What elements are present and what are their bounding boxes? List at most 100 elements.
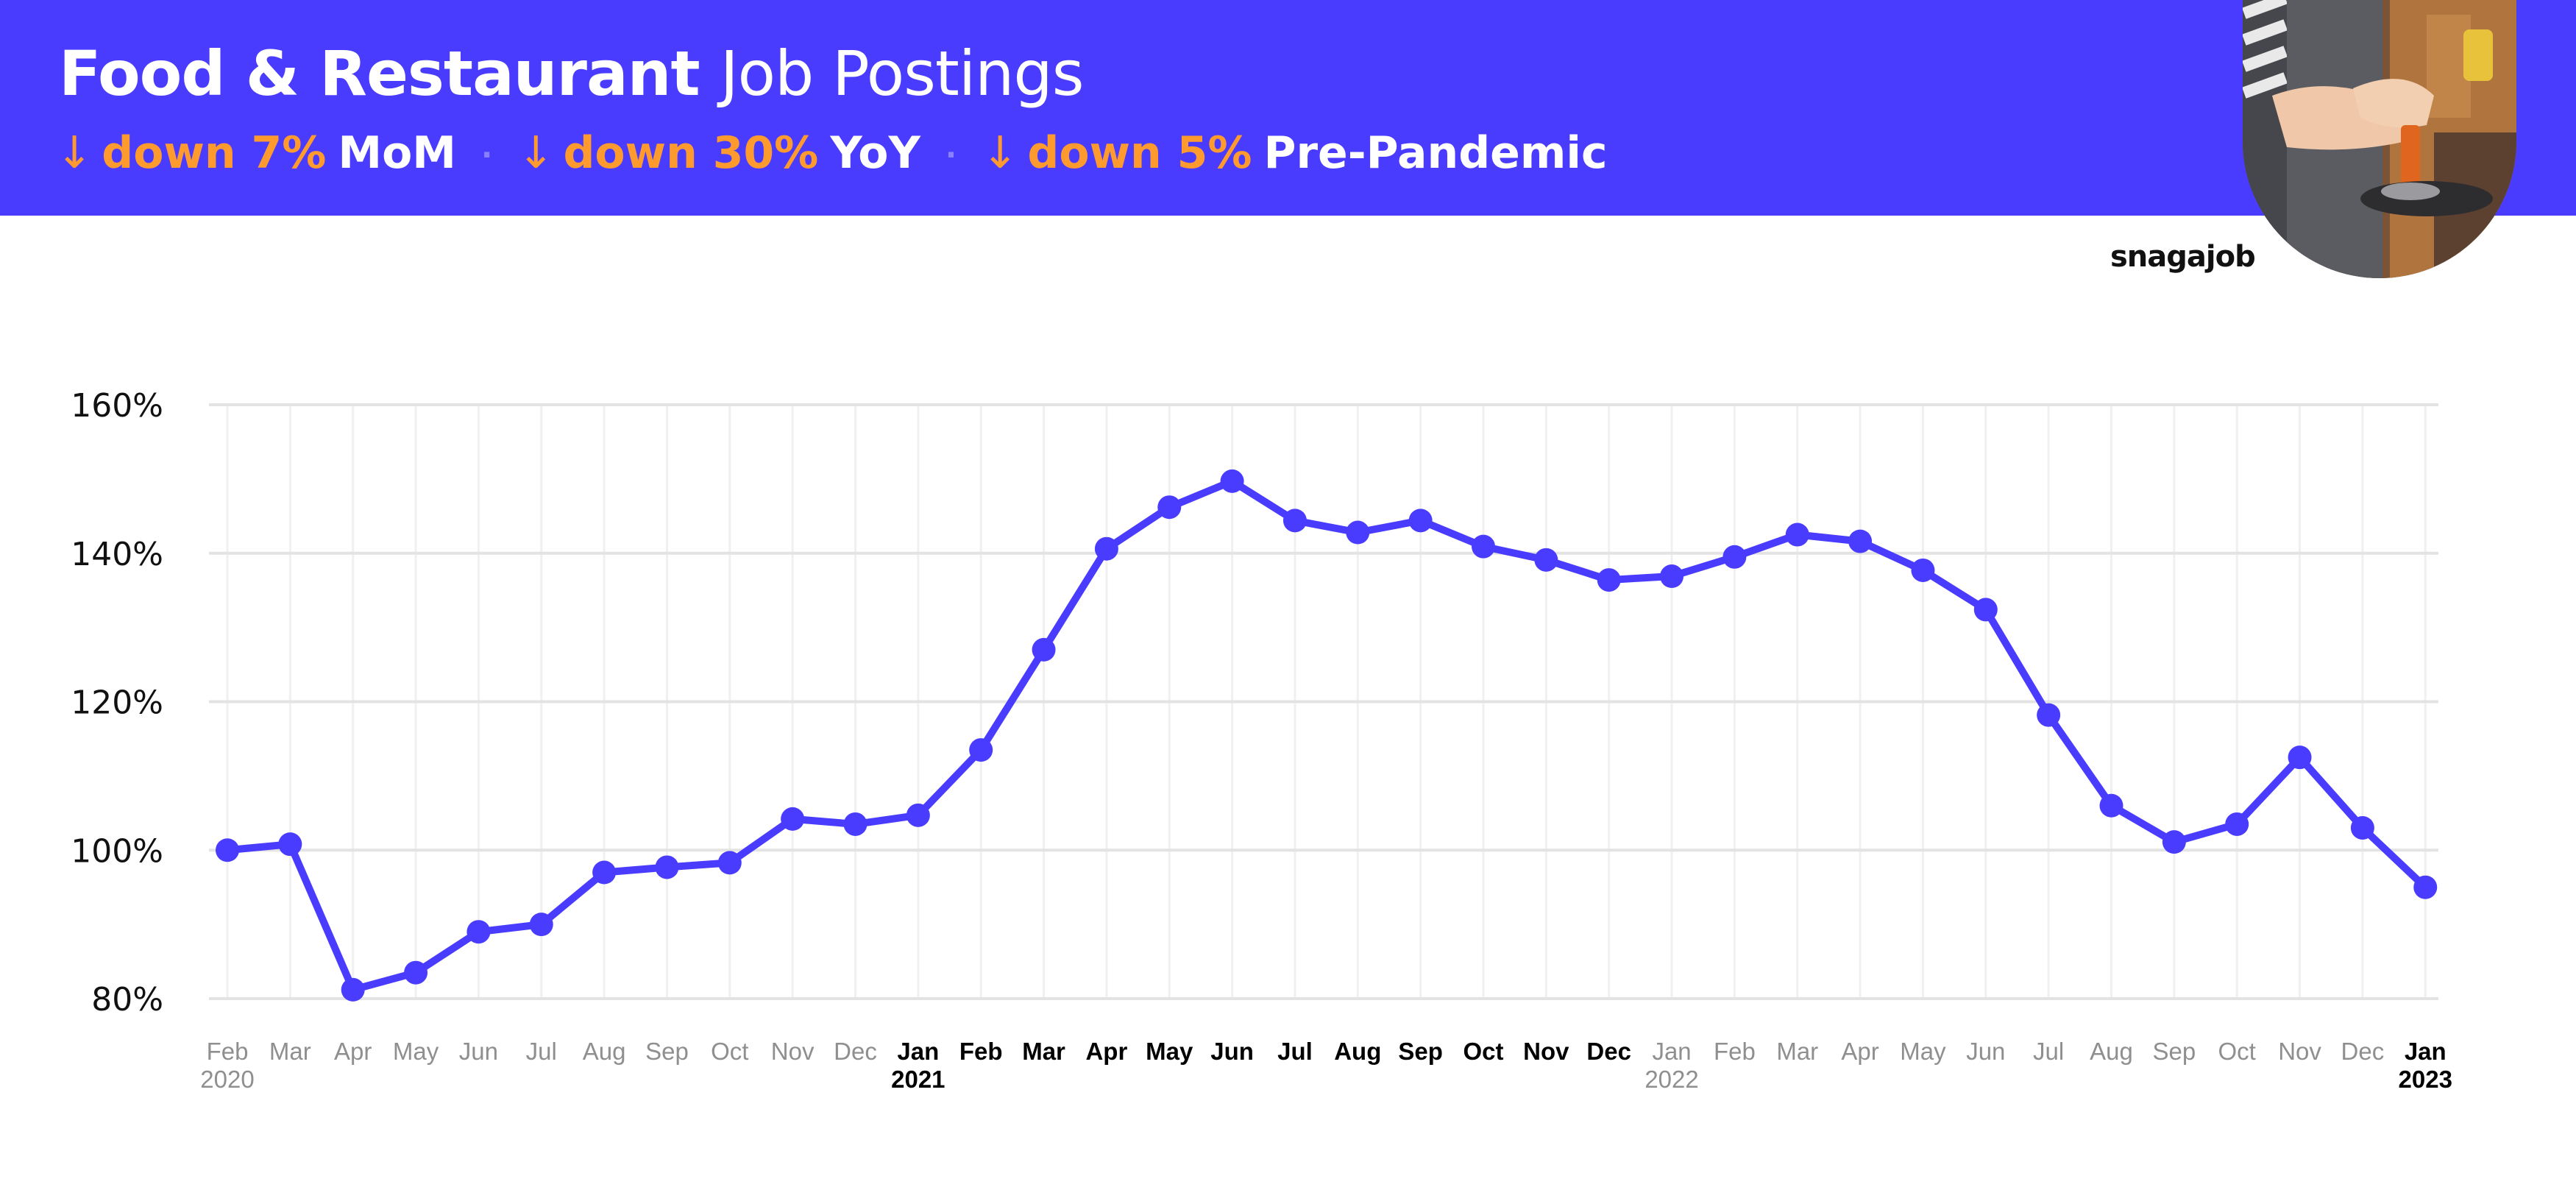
x-tick-label: Apr xyxy=(1841,1038,1878,1065)
data-point xyxy=(2288,745,2312,770)
x-tick-label: Jan xyxy=(1652,1038,1691,1065)
x-tick-label: Apr xyxy=(1085,1038,1127,1065)
x-tick-label: Sep xyxy=(645,1038,689,1065)
data-point xyxy=(1472,534,1495,559)
x-tick-label: Aug xyxy=(583,1038,626,1065)
x-tick-label: Aug xyxy=(2090,1038,2133,1065)
x-tick-label: Feb xyxy=(207,1038,249,1065)
x-year-label: 2020 xyxy=(200,1066,254,1093)
x-tick-label: May xyxy=(393,1038,439,1065)
data-point xyxy=(2099,793,2123,818)
barista-photo xyxy=(2243,0,2516,278)
x-tick-label: Jan xyxy=(897,1038,939,1065)
x-tick-label: Jul xyxy=(2033,1038,2064,1065)
x-tick-label: Oct xyxy=(711,1038,748,1065)
x-year-label: 2022 xyxy=(1644,1066,1698,1093)
x-tick-label: Mar xyxy=(1022,1038,1065,1065)
down-arrow-icon: ↓ xyxy=(517,127,555,179)
data-point xyxy=(969,738,993,762)
data-point xyxy=(341,977,365,1002)
down-arrow-icon: ↓ xyxy=(56,127,93,179)
title-light: Job Postings xyxy=(720,38,1085,110)
x-tick-label: Aug xyxy=(1334,1038,1381,1065)
data-point xyxy=(216,838,239,862)
x-tick-label: Jun xyxy=(1210,1038,1254,1065)
x-tick-label: Nov xyxy=(1523,1038,1569,1065)
data-point xyxy=(1848,529,1873,553)
x-tick-label: Nov xyxy=(771,1038,815,1065)
data-point xyxy=(1660,564,1684,589)
x-tick-label: Sep xyxy=(2152,1038,2196,1065)
data-point xyxy=(781,807,805,831)
y-tick-label: 120% xyxy=(71,684,163,722)
x-tick-label: Feb xyxy=(959,1038,1003,1065)
x-tick-label: May xyxy=(1900,1038,1946,1065)
x-tick-label: May xyxy=(1146,1038,1193,1065)
stat-metric: YoY xyxy=(830,127,920,179)
x-tick-label: Apr xyxy=(334,1038,372,1065)
stat-metric: MoM xyxy=(338,127,456,179)
data-points xyxy=(216,469,2438,1002)
data-point xyxy=(2413,875,2438,899)
data-point xyxy=(1911,558,1935,582)
x-tick-label: Jan xyxy=(2405,1038,2447,1065)
stat-mom: ↓ down 7% MoM xyxy=(56,124,456,183)
stat-pre-pandemic: ↓ down 5% Pre-Pandemic xyxy=(982,124,1607,183)
data-point xyxy=(843,812,867,836)
data-point xyxy=(2037,703,2061,727)
data-point xyxy=(1722,545,1747,569)
stat-separator: · xyxy=(945,138,957,173)
horizontal-gridlines xyxy=(209,403,2438,1000)
snagajob-logo: snagajob xyxy=(2110,240,2256,274)
x-tick-label: Oct xyxy=(1463,1038,1503,1065)
y-axis-labels: 80% 100% 120% 140% 160% xyxy=(71,387,163,1018)
data-point xyxy=(529,913,553,937)
data-point xyxy=(404,960,428,985)
data-point xyxy=(1346,520,1370,545)
data-point xyxy=(906,803,930,827)
x-tick-label: Jun xyxy=(459,1038,498,1065)
data-point xyxy=(1094,536,1118,561)
data-point xyxy=(1408,509,1433,533)
title-bold: Food & Restaurant xyxy=(59,38,700,110)
x-tick-label: Jun xyxy=(1966,1038,2005,1065)
data-point xyxy=(1032,637,1056,662)
data-point xyxy=(1157,495,1182,520)
data-point xyxy=(1282,509,1307,533)
data-point xyxy=(2162,830,2186,854)
page-title: Food & Restaurant Job Postings xyxy=(59,35,1085,112)
x-tick-label: Sep xyxy=(1398,1038,1443,1065)
data-point xyxy=(466,920,491,944)
stat-change: down 7% xyxy=(102,127,327,179)
header-banner: Food & Restaurant Job Postings ↓ down 7% M… xyxy=(0,0,2576,216)
x-tick-label: Oct xyxy=(2218,1038,2256,1065)
x-tick-label: Dec xyxy=(834,1038,877,1065)
data-point xyxy=(278,832,302,857)
y-tick-label: 140% xyxy=(71,536,163,573)
y-tick-label: 80% xyxy=(91,981,163,1018)
x-tick-label: Feb xyxy=(1714,1038,1756,1065)
stat-metric: Pre-Pandemic xyxy=(1263,127,1608,179)
data-point xyxy=(655,855,679,879)
x-tick-label: Dec xyxy=(2341,1038,2385,1065)
data-point xyxy=(1597,568,1621,592)
x-tick-label: Jul xyxy=(526,1038,557,1065)
barista-photo-illustration xyxy=(2243,0,2516,278)
x-tick-label: Nov xyxy=(2278,1038,2321,1065)
data-point xyxy=(2350,815,2374,840)
stat-separator: · xyxy=(481,138,493,173)
x-year-label: 2023 xyxy=(2399,1066,2452,1093)
series-line xyxy=(224,477,2430,993)
data-point xyxy=(2225,812,2249,836)
data-point xyxy=(717,851,742,875)
data-point xyxy=(1785,522,1809,547)
stat-yoy: ↓ down 30% YoY xyxy=(517,124,920,183)
y-tick-label: 100% xyxy=(71,832,163,870)
data-point xyxy=(1973,598,1998,622)
stat-change: down 30% xyxy=(563,127,819,179)
x-tick-label: Mar xyxy=(269,1038,311,1065)
data-point xyxy=(592,860,617,885)
data-point xyxy=(1220,469,1244,493)
